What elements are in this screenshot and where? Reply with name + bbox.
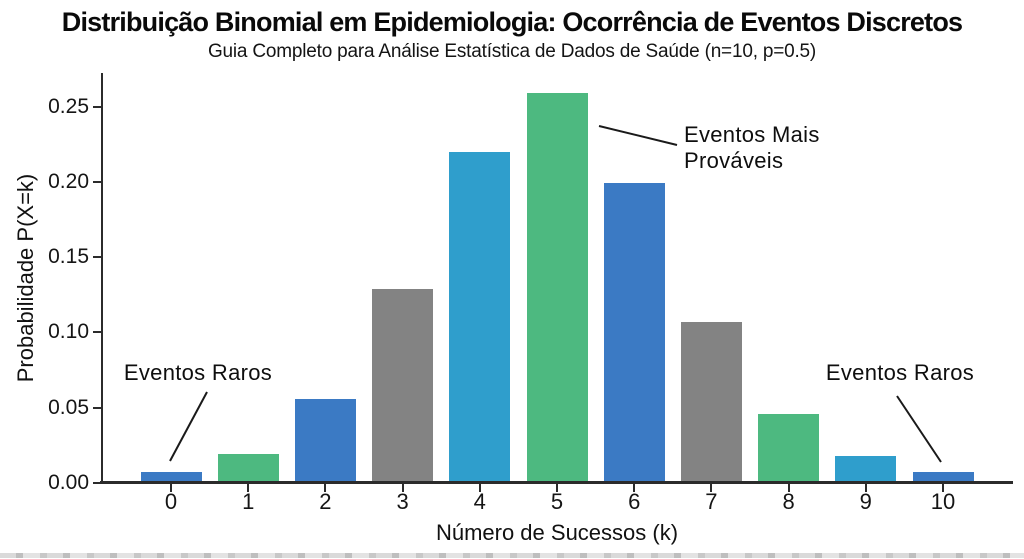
bar-k0 bbox=[140, 472, 202, 483]
y-tick-label-0.15: 0.15 bbox=[48, 245, 89, 269]
y-tick-label-0.00: 0.00 bbox=[48, 471, 89, 494]
x-tick-label-2: 2 bbox=[319, 489, 332, 514]
annotation-most-likely-events: Eventos Mais Prováveis bbox=[684, 122, 820, 173]
x-tick-mark-10 bbox=[942, 484, 944, 492]
bar-k7 bbox=[680, 321, 742, 483]
x-tick-label-7: 7 bbox=[705, 489, 718, 514]
bar-k5 bbox=[526, 92, 588, 483]
y-tick-label-0.20: 0.20 bbox=[48, 169, 89, 193]
y-axis-label: Probabilidade P(X=k) bbox=[13, 173, 38, 383]
x-tick-label-1: 1 bbox=[242, 489, 255, 514]
x-tick-mark-3 bbox=[401, 484, 404, 492]
x-tick-mark-0 bbox=[170, 484, 172, 492]
bar-k3 bbox=[372, 288, 434, 483]
annotation-rare-events-left: Eventos Raros bbox=[123, 360, 273, 385]
leader-line-rare-right bbox=[896, 395, 942, 463]
bar-k1 bbox=[217, 454, 279, 483]
chart-subtitle: Guia Completo para Análise Estatística d… bbox=[207, 41, 817, 62]
x-tick-label-5: 5 bbox=[550, 489, 564, 514]
bar-k6 bbox=[603, 183, 665, 483]
x-tick-label-0: 0 bbox=[164, 489, 178, 514]
leader-line-rare-left bbox=[169, 391, 208, 462]
y-tick-mark-0.10 bbox=[93, 331, 101, 334]
x-tick-mark-9 bbox=[864, 484, 867, 492]
bottom-edge-artifact bbox=[0, 553, 1024, 558]
x-tick-mark-5 bbox=[556, 484, 558, 492]
x-tick-label-9: 9 bbox=[859, 489, 872, 514]
bar-k4 bbox=[449, 151, 511, 483]
x-tick-label-6: 6 bbox=[628, 489, 641, 514]
y-tick-mark-0.05 bbox=[93, 406, 101, 409]
leader-line-most-likely bbox=[598, 125, 678, 146]
x-tick-label-4: 4 bbox=[473, 489, 486, 514]
x-axis-label: Número de Sucessos (k) bbox=[435, 520, 679, 545]
x-tick-label-10: 10 bbox=[930, 489, 956, 514]
x-tick-label-3: 3 bbox=[396, 489, 409, 514]
annotation-rare-events-right: Eventos Raros bbox=[825, 360, 975, 385]
y-tick-mark-0.20 bbox=[93, 180, 101, 183]
x-tick-mark-4 bbox=[478, 484, 481, 492]
x-tick-mark-8 bbox=[787, 484, 790, 492]
bar-k9 bbox=[835, 455, 897, 483]
x-tick-mark-6 bbox=[633, 484, 636, 492]
x-tick-mark-2 bbox=[324, 484, 327, 492]
y-tick-label-0.10: 0.10 bbox=[48, 320, 89, 344]
y-axis-line bbox=[101, 73, 103, 483]
x-tick-mark-7 bbox=[710, 484, 713, 492]
chart-title: Distribuição Binomial em Epidemiologia: … bbox=[61, 7, 963, 37]
y-tick-mark-0.15 bbox=[93, 256, 101, 259]
x-axis-line bbox=[100, 481, 1013, 484]
y-tick-mark-0.25 bbox=[93, 105, 101, 108]
y-tick-label-0.05: 0.05 bbox=[48, 395, 89, 419]
x-tick-label-8: 8 bbox=[782, 489, 795, 514]
y-tick-mark-0.00 bbox=[93, 482, 101, 484]
y-tick-label-0.25: 0.25 bbox=[48, 94, 89, 118]
bar-k8 bbox=[758, 413, 820, 483]
bar-k10 bbox=[912, 472, 974, 483]
x-tick-mark-1 bbox=[247, 484, 250, 492]
bar-k2 bbox=[294, 398, 356, 483]
